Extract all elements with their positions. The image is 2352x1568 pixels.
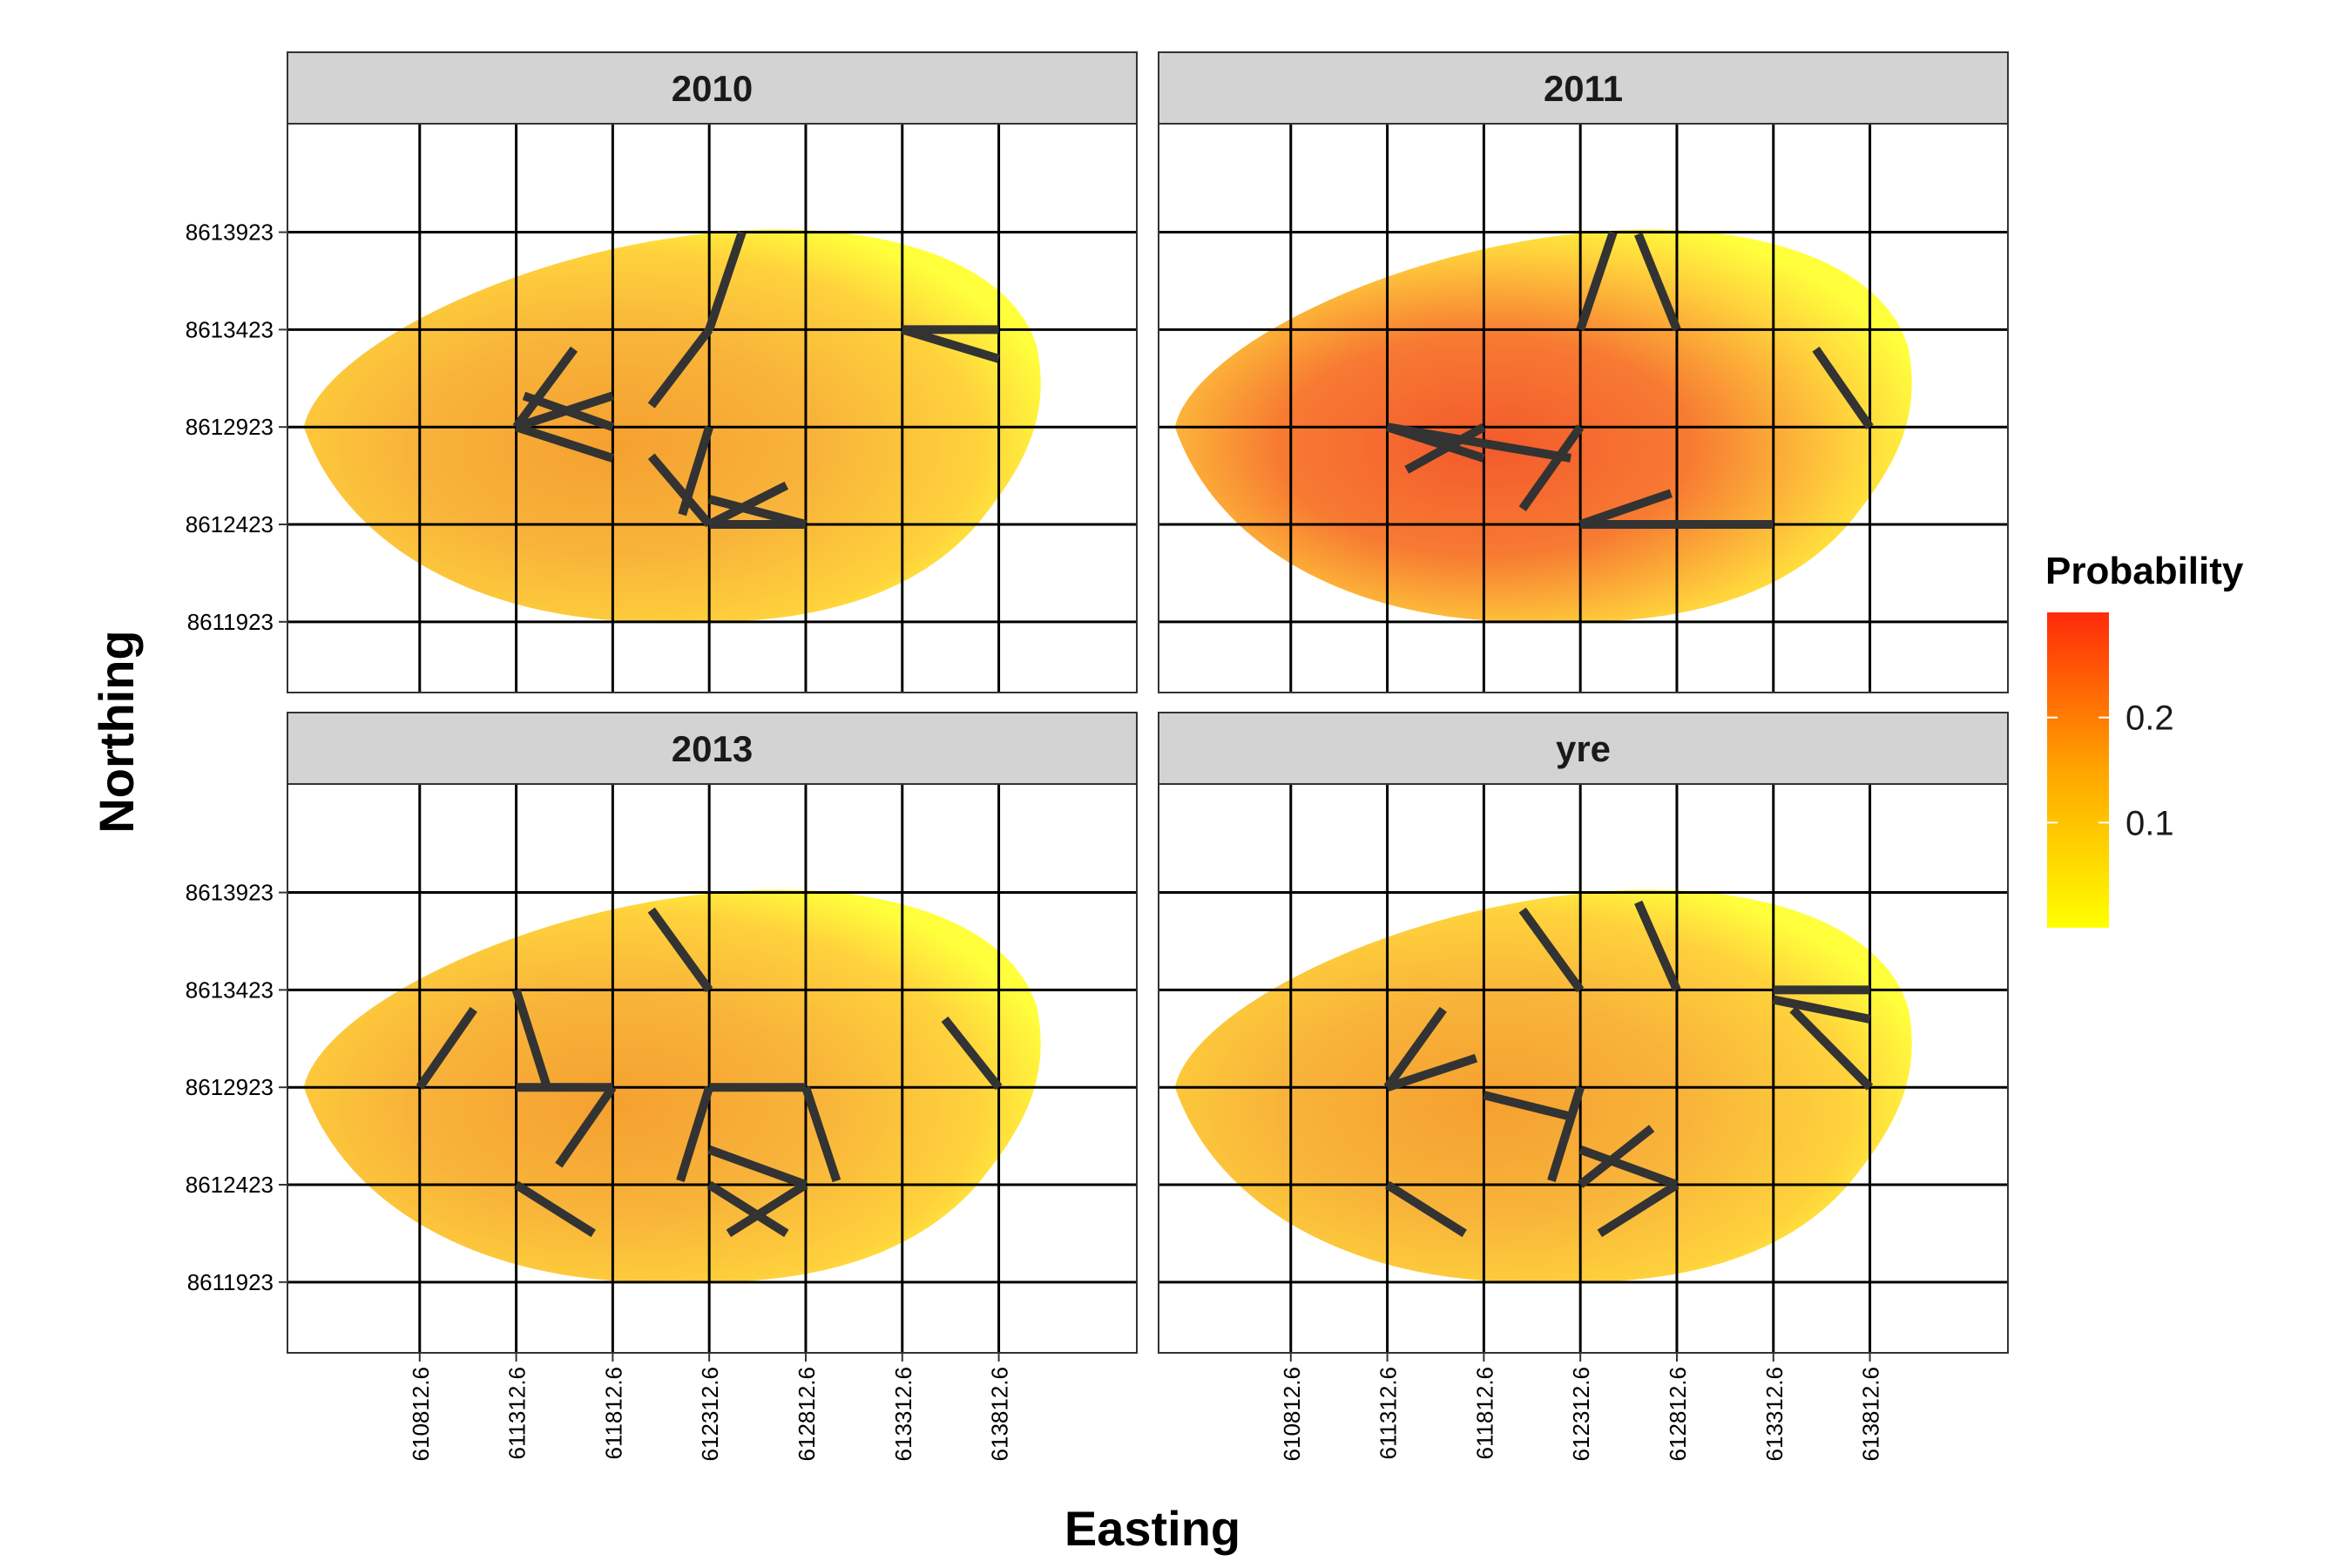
track-segment bbox=[1483, 1091, 1572, 1121]
x-tick-label: 612812.6 bbox=[794, 1367, 820, 1461]
facet-strip bbox=[287, 51, 1138, 125]
legend-ticks: 0.2 0.1 bbox=[2047, 700, 2174, 842]
facet-title: 2011 bbox=[1544, 68, 1623, 109]
facet-strip bbox=[287, 712, 1138, 785]
track-segment bbox=[522, 391, 615, 431]
track-segment bbox=[705, 230, 747, 331]
y-tick-label: 8612923 bbox=[186, 414, 274, 440]
track-segment bbox=[1404, 422, 1486, 474]
track-segment bbox=[1518, 424, 1585, 512]
track-segment bbox=[1597, 1180, 1680, 1238]
track-segment bbox=[707, 495, 808, 529]
track-segment bbox=[1547, 1085, 1585, 1183]
track-segment bbox=[416, 1006, 477, 1091]
track-segment bbox=[1576, 230, 1618, 331]
facet-title: yre bbox=[1556, 728, 1611, 769]
panel-border bbox=[1158, 123, 2009, 693]
panel-border bbox=[1158, 783, 2009, 1354]
x-tick-label: 613312.6 bbox=[1761, 1367, 1788, 1461]
legend-colorbar bbox=[2047, 612, 2109, 928]
legend-tick-label: 0.2 bbox=[2126, 700, 2174, 738]
track-segment bbox=[676, 1085, 713, 1183]
track-segment bbox=[1383, 1006, 1447, 1091]
panel-border bbox=[287, 783, 1138, 1354]
y-tick-label: 8612423 bbox=[186, 511, 274, 537]
y-axis-title: Northing bbox=[89, 630, 144, 833]
y-tick-label: 8612923 bbox=[186, 1074, 274, 1100]
track-segment bbox=[1578, 1146, 1679, 1189]
x-tick-label: 611812.6 bbox=[1471, 1367, 1497, 1460]
x-tick-label: 612312.6 bbox=[697, 1367, 723, 1461]
facet-panels: 2010 2011 2013 yre bbox=[287, 51, 2009, 1354]
x-tick-label: 611812.6 bbox=[600, 1367, 626, 1460]
track-segment bbox=[726, 1180, 808, 1238]
x-tick-label: 613812.6 bbox=[1858, 1367, 1884, 1461]
y-tick-label: 8613923 bbox=[186, 880, 274, 906]
x-tick-label: 612312.6 bbox=[1568, 1367, 1594, 1461]
legend: Probability 0.2 0.1 bbox=[2045, 550, 2244, 928]
y-tick-label: 8612423 bbox=[186, 1172, 274, 1198]
track-segment bbox=[647, 907, 713, 993]
panel-yre: yre bbox=[1158, 712, 2009, 1354]
track-segment bbox=[1518, 907, 1585, 993]
y-tick-label: 8613423 bbox=[186, 316, 274, 342]
y-tick-label: 8613423 bbox=[186, 977, 274, 1003]
track-segment bbox=[941, 1016, 1003, 1091]
y-axis-ticks-top: 8613923 8613423 8612923 8612423 8611923 bbox=[186, 220, 287, 635]
track-segment bbox=[512, 346, 578, 430]
track-segment bbox=[706, 1180, 789, 1238]
facet-title: 2013 bbox=[672, 728, 753, 769]
legend-tick-label: 0.1 bbox=[2126, 804, 2174, 842]
track-segment bbox=[707, 1146, 808, 1189]
panel-2013: 2013 bbox=[287, 712, 1138, 1354]
track-segment bbox=[555, 1085, 617, 1168]
y-tick-label: 8611923 bbox=[187, 609, 274, 635]
x-tick-label: 613312.6 bbox=[890, 1367, 916, 1461]
x-axis-ticks-right: 610812.6 611312.6 611812.6 612312.6 612812.6… bbox=[1279, 1353, 1884, 1461]
facet-title: 2010 bbox=[672, 68, 753, 109]
x-axis-title: Easting bbox=[1064, 1501, 1240, 1556]
track-segment bbox=[1812, 346, 1874, 430]
y-tick-label: 8613923 bbox=[186, 220, 274, 246]
track-segment bbox=[1578, 489, 1673, 529]
track-segment bbox=[1789, 1006, 1874, 1091]
x-tick-label: 613812.6 bbox=[987, 1367, 1013, 1461]
track-segment bbox=[1634, 232, 1681, 332]
legend-title: Probability bbox=[2045, 550, 2244, 592]
x-tick-label: 610812.6 bbox=[408, 1367, 434, 1461]
x-axis-ticks-left: 610812.6 611312.6 611812.6 612312.6 612812.6… bbox=[408, 1353, 1013, 1461]
track-segment bbox=[1386, 1053, 1478, 1092]
panel-2011: 2011 bbox=[1158, 51, 2009, 693]
y-tick-label: 8611923 bbox=[187, 1269, 274, 1295]
track-segment bbox=[1386, 422, 1571, 463]
x-tick-label: 610812.6 bbox=[1279, 1367, 1305, 1461]
panel-2010: 2010 bbox=[287, 51, 1138, 693]
track-segment bbox=[1384, 1180, 1467, 1238]
track-segment bbox=[511, 988, 551, 1089]
y-axis-ticks-bottom: 8613923 8613423 8612923 8612423 8611923 bbox=[186, 880, 287, 1295]
x-tick-label: 611312.6 bbox=[1375, 1367, 1402, 1460]
track-segment bbox=[647, 327, 713, 409]
track-segment bbox=[513, 1180, 596, 1238]
track-segment bbox=[647, 453, 713, 528]
track-segment bbox=[1634, 900, 1681, 992]
track-segment bbox=[1578, 1125, 1655, 1188]
panel-border bbox=[287, 123, 1138, 693]
track-segment bbox=[678, 425, 713, 517]
x-tick-label: 612812.6 bbox=[1665, 1367, 1691, 1461]
track-segment bbox=[1772, 995, 1871, 1024]
x-tick-label: 611312.6 bbox=[504, 1367, 531, 1460]
track-segment bbox=[801, 1085, 841, 1183]
track-segment bbox=[515, 422, 614, 463]
facet-strip bbox=[1158, 712, 2009, 785]
track-segment bbox=[901, 325, 1001, 363]
